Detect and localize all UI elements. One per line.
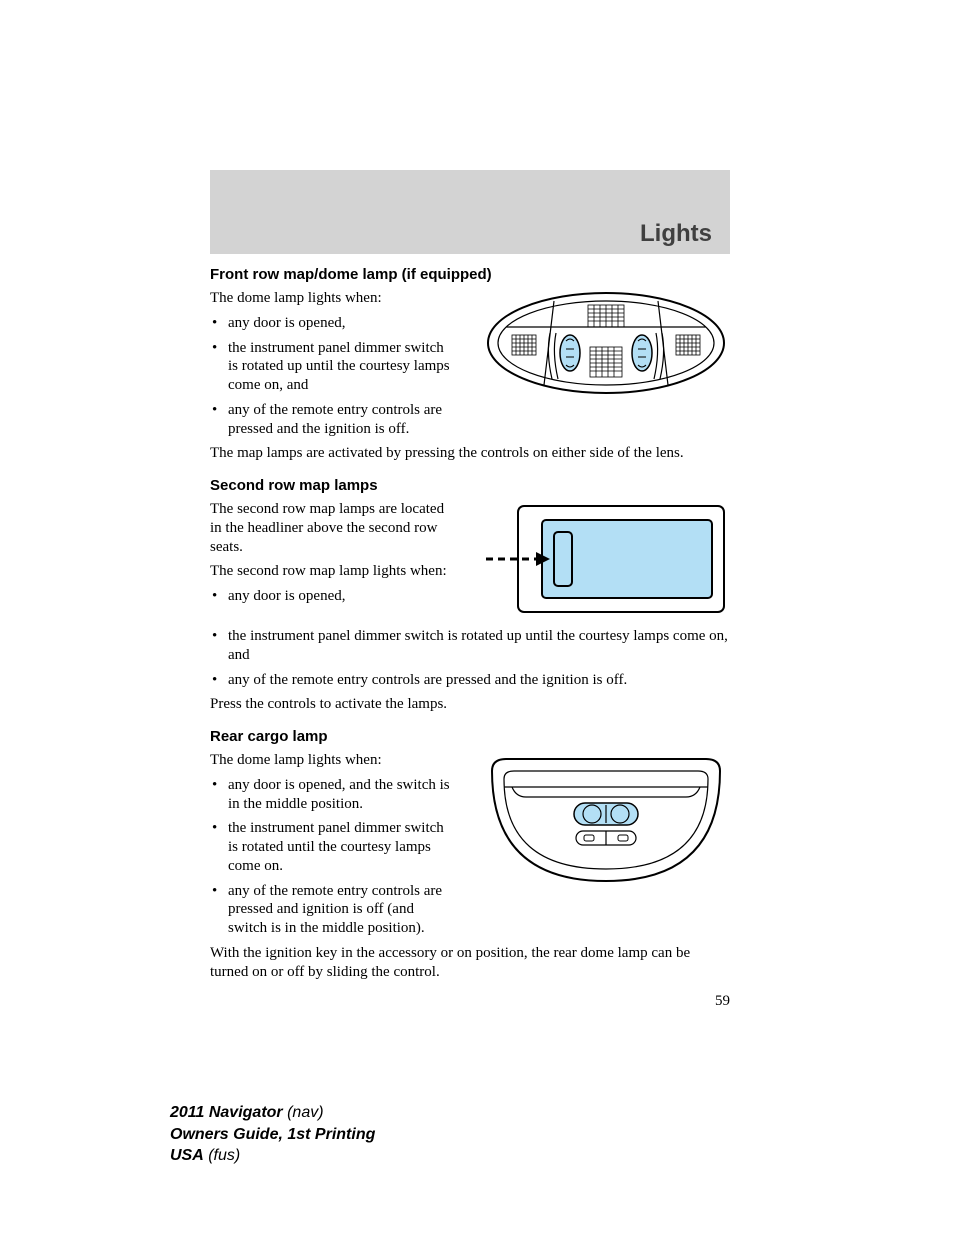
footer-code1: (nav)	[283, 1104, 324, 1121]
footer-model: 2011 Navigator	[170, 1104, 283, 1121]
bullet: the instrument panel dimmer switch is ro…	[210, 627, 730, 665]
bullet: any of the remote entry controls are pre…	[210, 882, 450, 938]
footer-region: USA	[170, 1147, 204, 1164]
page-number: 59	[210, 993, 730, 1010]
heading-second-row: Second row map lamps	[210, 477, 730, 494]
bullets-2n: any door is opened,	[210, 587, 450, 606]
after-3: With the ignition key in the accessory o…	[210, 944, 730, 982]
bullet: the instrument panel dimmer switch is ro…	[210, 819, 450, 875]
bullet: any door is opened, and the switch is in…	[210, 776, 450, 814]
bullet: any door is opened,	[210, 587, 450, 606]
bullet: any of the remote entry controls are pre…	[210, 401, 450, 439]
section-title: Lights	[640, 220, 712, 248]
bullets-3: any door is opened, and the switch is in…	[210, 776, 450, 938]
after-1: The map lamps are activated by pressing …	[210, 444, 730, 463]
intro-2a: The second row map lamps are located in …	[210, 500, 450, 556]
section-header: Lights	[210, 170, 730, 254]
bullets-1: any door is opened, the instrument panel…	[210, 314, 450, 439]
footer-line-3: USA (fus)	[170, 1145, 375, 1167]
intro-3: The dome lamp lights when:	[210, 751, 450, 770]
footer-code2: (fus)	[204, 1147, 240, 1164]
intro-2b: The second row map lamp lights when:	[210, 562, 450, 581]
heading-front-row: Front row map/dome lamp (if equipped)	[210, 266, 730, 283]
figure-panel-lamp	[482, 500, 730, 623]
heading-rear-cargo: Rear cargo lamp	[210, 728, 730, 745]
bullet: any door is opened,	[210, 314, 450, 333]
intro-1: The dome lamp lights when:	[210, 289, 450, 308]
bullets-2f: the instrument panel dimmer switch is ro…	[210, 627, 730, 689]
footer-line-2: Owners Guide, 1st Printing	[170, 1124, 375, 1146]
bullet: any of the remote entry controls are pre…	[210, 671, 730, 690]
page-content: Front row map/dome lamp (if equipped)	[210, 266, 730, 1010]
footer-line-1: 2011 Navigator (nav)	[170, 1102, 375, 1124]
footer: 2011 Navigator (nav) Owners Guide, 1st P…	[170, 1102, 375, 1167]
figure-cargo-lamp	[482, 751, 730, 892]
bullet: the instrument panel dimmer switch is ro…	[210, 339, 450, 395]
figure-dome-lamp	[482, 289, 730, 410]
after-2: Press the controls to activate the lamps…	[210, 695, 730, 714]
